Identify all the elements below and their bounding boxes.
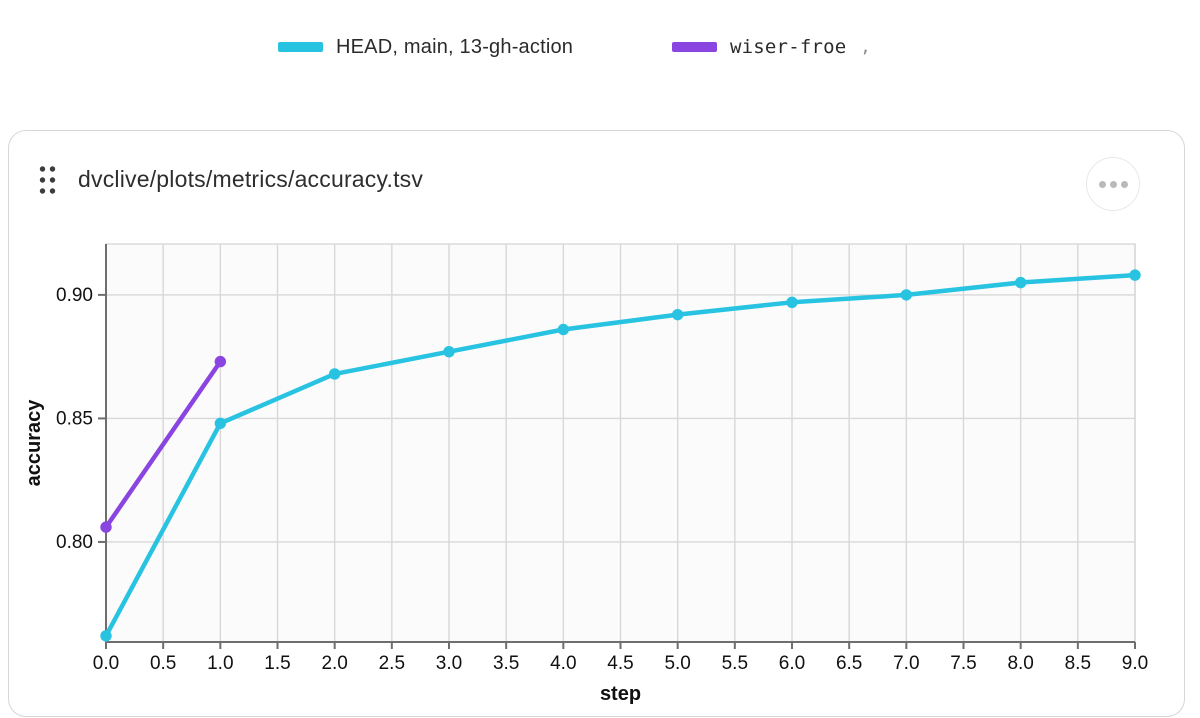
- grip-dots-icon: [39, 166, 56, 194]
- legend-item-head-main: HEAD, main, 13-gh-action: [278, 35, 587, 59]
- legend-label: HEAD, main, 13-gh-action: [336, 35, 574, 58]
- plot-menu-button[interactable]: [1086, 157, 1140, 211]
- legend-label: wiser-froe: [730, 36, 847, 58]
- plot-title: dvclive/plots/metrics/accuracy.tsv: [78, 166, 424, 192]
- plot-card: dvclive/plots/metrics/accuracy.tsv: [8, 130, 1185, 717]
- plot-card-header: dvclive/plots/metrics/accuracy.tsv: [9, 131, 1184, 211]
- legend-item-wiser-froe: wiser-froe ,: [672, 35, 871, 59]
- ellipsis-icon: [1098, 180, 1106, 188]
- drag-handle-icon[interactable]: [34, 160, 60, 200]
- legend-swatch-cyan: [278, 42, 323, 52]
- legend-suffix: ,: [860, 37, 871, 57]
- legend-swatch-purple: [672, 42, 717, 52]
